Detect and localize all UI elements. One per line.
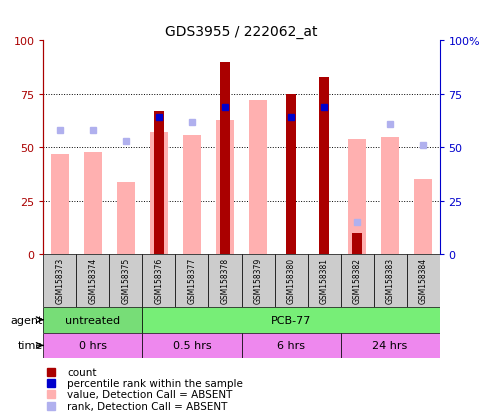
Bar (209, 255, 242, 307)
Bar (341, 255, 373, 307)
Bar (348, 140, 366, 255)
Text: GSM158376: GSM158376 (155, 257, 163, 304)
Text: GSM158375: GSM158375 (122, 257, 130, 304)
Text: time: time (17, 341, 43, 351)
Bar (175, 255, 209, 307)
Bar (84, 152, 102, 255)
Text: GSM158383: GSM158383 (385, 257, 395, 304)
Bar (216, 120, 234, 255)
Text: percentile rank within the sample: percentile rank within the sample (67, 378, 243, 388)
Bar (381, 138, 399, 255)
Text: 0.5 hrs: 0.5 hrs (173, 341, 211, 351)
Bar (142, 307, 440, 333)
Bar (117, 182, 135, 255)
Text: untreated: untreated (65, 315, 121, 325)
Bar (407, 255, 440, 307)
Text: value, Detection Call = ABSENT: value, Detection Call = ABSENT (67, 389, 233, 399)
Bar (150, 133, 168, 255)
Bar (308, 255, 341, 307)
Bar (142, 333, 242, 358)
Bar (76, 255, 110, 307)
Text: GSM158381: GSM158381 (320, 257, 328, 303)
Text: GSM158373: GSM158373 (56, 257, 64, 304)
Bar (183, 135, 201, 255)
Text: GSM158382: GSM158382 (353, 257, 361, 303)
Title: GDS3955 / 222062_at: GDS3955 / 222062_at (165, 25, 318, 39)
Bar (51, 154, 69, 255)
Bar (155, 112, 164, 255)
Text: 6 hrs: 6 hrs (277, 341, 305, 351)
Text: GSM158379: GSM158379 (254, 257, 262, 304)
Text: 0 hrs: 0 hrs (79, 341, 107, 351)
Bar (274, 255, 308, 307)
Text: GSM158384: GSM158384 (419, 257, 427, 304)
Bar (353, 233, 362, 255)
Text: PCB-77: PCB-77 (271, 315, 311, 325)
Bar (341, 333, 440, 358)
Bar (373, 255, 407, 307)
Bar (43, 333, 142, 358)
Text: GSM158380: GSM158380 (286, 257, 296, 304)
Bar (43, 307, 142, 333)
Text: agent: agent (11, 315, 43, 325)
Bar (286, 95, 296, 255)
Text: GSM158378: GSM158378 (221, 257, 229, 304)
Bar (249, 101, 267, 255)
Text: GSM158374: GSM158374 (88, 257, 98, 304)
Text: rank, Detection Call = ABSENT: rank, Detection Call = ABSENT (67, 401, 227, 411)
Text: count: count (67, 367, 97, 377)
Bar (110, 255, 142, 307)
Bar (220, 63, 229, 255)
Bar (43, 255, 76, 307)
Bar (242, 255, 274, 307)
Bar (242, 333, 341, 358)
Bar (319, 78, 328, 255)
Text: 24 hrs: 24 hrs (372, 341, 408, 351)
Bar (142, 255, 175, 307)
Bar (414, 180, 432, 255)
Text: GSM158377: GSM158377 (187, 257, 197, 304)
